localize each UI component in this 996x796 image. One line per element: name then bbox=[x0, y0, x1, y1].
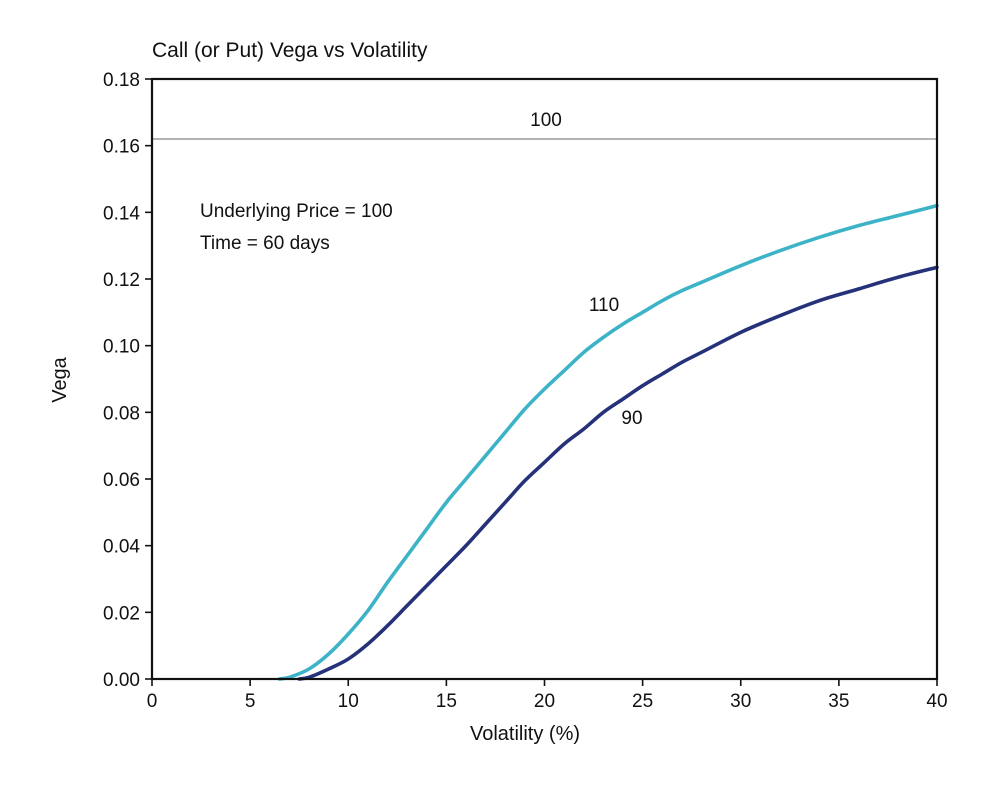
x-tick-label: 35 bbox=[828, 691, 849, 712]
y-tick-label: 0.00 bbox=[103, 670, 140, 691]
series-label-100: 100 bbox=[530, 110, 562, 131]
x-tick-label: 30 bbox=[730, 691, 751, 712]
y-tick-label: 0.06 bbox=[103, 470, 140, 491]
axes-layer: 0.00 0.02 0.04 0.06 0.08 0.10 0.12 0.14 0.16 0.18… bbox=[103, 70, 948, 712]
annotation-underlying-price: Underlying Price = 100 bbox=[200, 201, 393, 222]
x-tick-label: 15 bbox=[436, 691, 457, 712]
y-tick-label: 0.14 bbox=[103, 203, 140, 224]
series-layer bbox=[151, 138, 939, 681]
x-tick-label: 25 bbox=[632, 691, 653, 712]
series-line-110 bbox=[277, 203, 939, 681]
y-tick-label: 0.04 bbox=[103, 537, 140, 558]
y-tick-label: 0.18 bbox=[103, 70, 140, 91]
series-label-90: 90 bbox=[621, 408, 642, 429]
y-tick-label: 0.16 bbox=[103, 137, 140, 158]
x-tick-label: 0 bbox=[147, 691, 158, 712]
x-axis-label: Volatility (%) bbox=[470, 723, 580, 745]
y-tick-label: 0.08 bbox=[103, 403, 140, 424]
y-tick-label: 0.02 bbox=[103, 603, 140, 624]
chart-title: Call (or Put) Vega vs Volatility bbox=[152, 39, 428, 62]
x-tick-label: 20 bbox=[534, 691, 555, 712]
series-line-90 bbox=[297, 265, 939, 681]
x-tick-label: 40 bbox=[926, 691, 947, 712]
x-tick-label: 5 bbox=[245, 691, 256, 712]
y-tick-label: 0.10 bbox=[103, 337, 140, 358]
series-label-110: 110 bbox=[589, 295, 619, 316]
x-tick-label: 10 bbox=[338, 691, 359, 712]
annotation-time: Time = 60 days bbox=[200, 233, 330, 254]
plot-frame bbox=[150, 77, 939, 681]
y-tick-label: 0.12 bbox=[103, 270, 140, 291]
y-axis-label: Vega bbox=[49, 356, 71, 402]
